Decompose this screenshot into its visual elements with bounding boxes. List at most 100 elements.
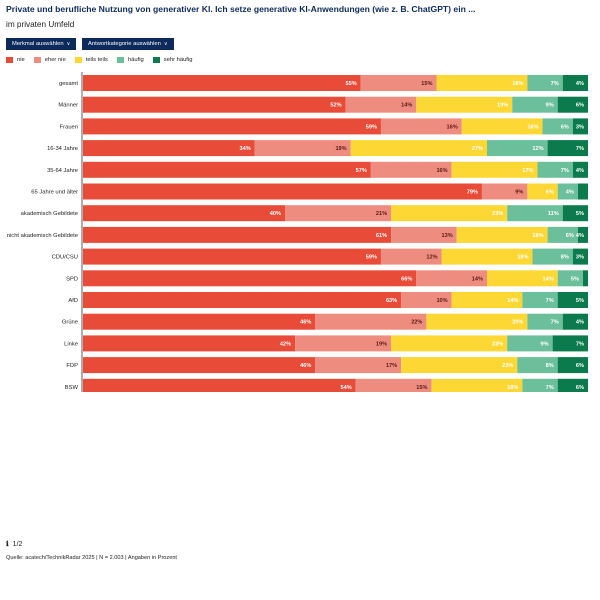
merkmal-dropdown-button[interactable]: Merkmal auswählen ∨ (6, 38, 77, 50)
bar-segment-nie (83, 378, 356, 392)
bar-segment-nie (83, 75, 361, 91)
bar-segment-teils-teils (487, 270, 558, 287)
bar-segment-eher-nie (355, 378, 432, 392)
data-label: 46% (300, 320, 311, 326)
data-label: 19% (376, 341, 387, 347)
bar-segment-nie (83, 118, 381, 135)
data-label: 23% (492, 211, 503, 217)
bar-segment-nie (83, 292, 402, 308)
category-label: Männer (58, 103, 78, 109)
data-label: 4% (566, 190, 574, 196)
bar-segment-nie (83, 205, 285, 222)
data-label: 7% (551, 320, 559, 326)
data-label: 7% (576, 146, 584, 152)
bar-segment-nie (83, 140, 255, 157)
info-icon[interactable]: ℹ (6, 541, 9, 548)
data-label: 16% (436, 168, 447, 174)
bar-segment-eher-nie (360, 75, 437, 91)
bar-segment-sehr-haeufig (577, 226, 588, 243)
data-label: 61% (376, 233, 387, 239)
category-label: nicht akademisch Gebildete (7, 233, 78, 239)
bar-segment-eher-nie (345, 96, 417, 113)
data-label: 23% (492, 341, 503, 347)
data-label: 4% (576, 81, 584, 87)
page-title: Private und berufliche Nutzung von gener… (6, 4, 476, 14)
bar-segment-haeufig (507, 205, 563, 222)
legend-label: nie (17, 57, 25, 63)
bar-segment-sehr-haeufig (572, 161, 588, 178)
category-label: Grüne (62, 320, 78, 326)
bar-segment-sehr-haeufig (572, 118, 588, 135)
data-label: 16% (527, 124, 538, 130)
antwortkategorie-dropdown-button[interactable]: Antwortkategorie auswählen ∨ (82, 38, 174, 50)
data-label: 13% (441, 233, 452, 239)
data-label: 4% (576, 233, 584, 239)
data-label: 18% (517, 255, 528, 261)
page-indicator: 1/2 (12, 540, 23, 548)
bar-segment-haeufig (522, 292, 558, 308)
bar-segment-eher-nie (370, 161, 452, 178)
category-label: gesamt (59, 81, 78, 87)
chart-legend: nie eher nie teils teils häufig sehr häufig (6, 57, 201, 63)
category-label: 16-34 Jahre (47, 146, 78, 152)
data-label: 7% (546, 385, 554, 391)
data-label: 18% (507, 385, 518, 391)
bar-segment-haeufig (557, 270, 583, 287)
data-label: 16% (447, 124, 458, 130)
data-label: 6% (576, 363, 584, 369)
bar-segment-eher-nie (285, 205, 392, 222)
legend-item-eher-nie[interactable]: eher nie (33, 57, 66, 63)
legend-item-nie[interactable]: nie (6, 57, 25, 63)
data-label: 59% (366, 124, 377, 130)
data-label: 9% (546, 103, 554, 109)
legend-item-teils-teils[interactable]: teils teils (74, 57, 108, 63)
bar-segment-sehr-haeufig (562, 313, 588, 330)
bar-segment-haeufig (527, 75, 563, 91)
legend-item-haeufig[interactable]: häufig (116, 57, 144, 63)
data-label: 57% (356, 168, 367, 174)
bar-segment-sehr-haeufig (552, 335, 588, 352)
legend-swatch (116, 57, 124, 63)
category-label: Linke (64, 341, 78, 347)
category-label: 65 Jahre und älter (31, 190, 78, 196)
category-label: SPD (66, 276, 78, 282)
data-label: 59% (366, 255, 377, 261)
bar-segment-nie (83, 248, 381, 265)
data-label: 66% (401, 276, 412, 282)
category-label: akademisch Gebildete (21, 211, 78, 217)
bar-segment-eher-nie (254, 140, 351, 157)
data-label: 40% (270, 211, 281, 217)
bar-segment-eher-nie (481, 183, 528, 200)
bar-segment-teils-teils (350, 140, 487, 157)
antwortkategorie-dropdown-label: Antwortkategorie auswählen (88, 41, 161, 47)
data-label: 7% (561, 168, 569, 174)
data-label: 20% (512, 320, 523, 326)
bar-segment-nie (83, 335, 296, 352)
data-label: 5% (576, 211, 584, 217)
legend-label: eher nie (44, 57, 66, 63)
bar-segment-sehr-haeufig (557, 96, 588, 113)
data-label: 12% (426, 255, 437, 261)
bar-segment-nie (83, 226, 392, 243)
category-label: FDP (66, 363, 78, 369)
bar-segment-teils-teils (431, 378, 523, 392)
data-label: 6% (546, 190, 554, 196)
bar-segment-nie (83, 270, 417, 287)
legend-item-sehr-haeufig[interactable]: sehr häufig (152, 57, 192, 63)
category-label: 35-64 Jahre (47, 168, 78, 174)
bar-segment-sehr-haeufig (562, 75, 588, 91)
data-label: 6% (561, 124, 569, 130)
bar-segment-teils-teils (527, 183, 558, 200)
data-label: 7% (551, 81, 559, 87)
data-label: 7% (576, 341, 584, 347)
data-label: 19% (497, 103, 508, 109)
bar-segment-haeufig (547, 226, 578, 243)
data-label: 10% (436, 298, 447, 304)
bar-segment-eher-nie (295, 335, 392, 352)
data-label: 42% (280, 341, 291, 347)
data-label: 79% (467, 190, 478, 196)
bar-segment-teils-teils (401, 357, 518, 374)
bar-segment-haeufig (507, 335, 553, 352)
bar-segment-eher-nie (380, 118, 462, 135)
data-label: 8% (561, 255, 569, 261)
